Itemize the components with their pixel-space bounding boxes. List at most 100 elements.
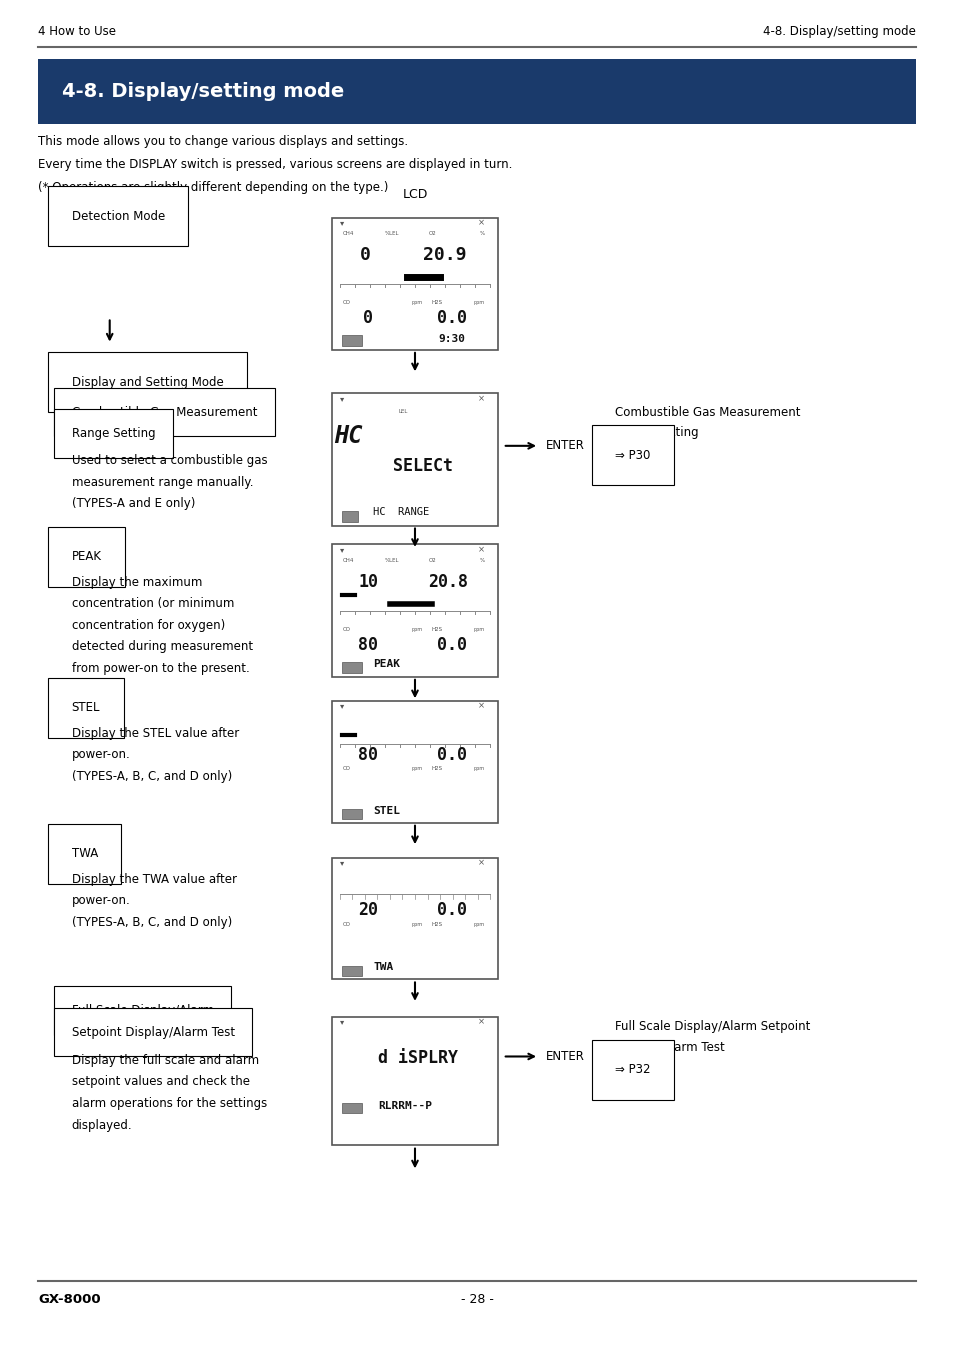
Text: CO: CO <box>343 300 351 305</box>
FancyBboxPatch shape <box>38 59 915 124</box>
Text: 0: 0 <box>363 309 373 327</box>
Text: Display/Alarm Test: Display/Alarm Test <box>615 1040 724 1054</box>
Text: 9:30: 9:30 <box>437 334 465 345</box>
Text: LEL: LEL <box>398 409 407 415</box>
Text: %: % <box>479 231 484 236</box>
Text: CO: CO <box>343 766 351 770</box>
FancyBboxPatch shape <box>332 858 497 979</box>
Text: CH4: CH4 <box>343 231 355 236</box>
Text: ▾: ▾ <box>339 1017 344 1027</box>
Text: 20.9: 20.9 <box>423 246 466 263</box>
Text: H2S: H2S <box>431 923 442 927</box>
Text: ▾: ▾ <box>339 546 344 554</box>
Text: 10: 10 <box>358 573 377 590</box>
Text: (TYPES-A, B, C, and D only): (TYPES-A, B, C, and D only) <box>71 916 232 929</box>
Text: H2S: H2S <box>431 627 442 632</box>
FancyBboxPatch shape <box>332 218 497 350</box>
Text: TWA: TWA <box>373 962 393 973</box>
Text: %LEL: %LEL <box>384 558 399 563</box>
Text: 80: 80 <box>358 746 377 763</box>
Text: ppm: ppm <box>412 627 422 632</box>
Text: CO: CO <box>343 923 351 927</box>
Text: CH4: CH4 <box>343 558 355 563</box>
Text: ▾: ▾ <box>339 394 344 403</box>
Text: ×: × <box>477 1017 484 1027</box>
Text: 80: 80 <box>358 636 377 654</box>
Text: measurement range manually.: measurement range manually. <box>71 476 253 489</box>
Text: (TYPES-A, B, C, and D only): (TYPES-A, B, C, and D only) <box>71 770 232 784</box>
Text: ×: × <box>477 701 484 711</box>
Text: 4-8. Display/setting mode: 4-8. Display/setting mode <box>62 82 344 101</box>
Text: power-on.: power-on. <box>71 894 131 908</box>
Text: ppm: ppm <box>412 923 422 927</box>
Text: ppm: ppm <box>474 766 484 770</box>
Text: SELECt: SELECt <box>393 457 453 476</box>
Text: ppm: ppm <box>474 627 484 632</box>
Text: Display the full scale and alarm: Display the full scale and alarm <box>71 1054 258 1067</box>
Text: 20.8: 20.8 <box>428 573 468 590</box>
Text: TWA: TWA <box>71 847 98 861</box>
Text: %: % <box>479 558 484 563</box>
Text: H2S: H2S <box>431 300 442 305</box>
Text: Range Setting: Range Setting <box>615 426 699 439</box>
Text: H2S: H2S <box>431 766 442 770</box>
FancyBboxPatch shape <box>341 511 358 521</box>
Text: 20: 20 <box>358 901 377 919</box>
Text: ppm: ppm <box>474 923 484 927</box>
Text: HC: HC <box>334 423 362 447</box>
Text: Display the maximum: Display the maximum <box>71 576 202 589</box>
Text: Display the STEL value after: Display the STEL value after <box>71 727 238 740</box>
Text: 0.0: 0.0 <box>436 636 466 654</box>
Text: Detection Mode: Detection Mode <box>71 209 165 223</box>
Text: ×: × <box>477 219 484 227</box>
Text: 0.0: 0.0 <box>436 901 466 919</box>
FancyBboxPatch shape <box>332 1016 497 1144</box>
Text: 4-8. Display/setting mode: 4-8. Display/setting mode <box>762 24 915 38</box>
FancyBboxPatch shape <box>341 809 361 819</box>
Text: 0: 0 <box>359 246 370 263</box>
Text: alarm operations for the settings: alarm operations for the settings <box>71 1097 267 1111</box>
Text: ⇒ P32: ⇒ P32 <box>615 1063 650 1077</box>
Text: ppm: ppm <box>412 300 422 305</box>
Text: power-on.: power-on. <box>71 748 131 762</box>
Text: (* Operations are slightly different depending on the type.): (* Operations are slightly different dep… <box>38 181 388 195</box>
Text: Combustible Gas Measurement: Combustible Gas Measurement <box>615 405 800 419</box>
FancyBboxPatch shape <box>332 701 497 823</box>
Text: ×: × <box>477 546 484 554</box>
Text: 4 How to Use: 4 How to Use <box>38 24 116 38</box>
FancyBboxPatch shape <box>332 544 497 677</box>
Text: This mode allows you to change various displays and settings.: This mode allows you to change various d… <box>38 135 408 149</box>
Text: Combustible Gas Measurement: Combustible Gas Measurement <box>71 405 256 419</box>
Text: concentration for oxygen): concentration for oxygen) <box>71 619 225 632</box>
Text: STEL: STEL <box>373 805 400 816</box>
Text: %LEL: %LEL <box>384 231 399 236</box>
FancyBboxPatch shape <box>341 335 361 346</box>
Text: Range Setting: Range Setting <box>71 427 155 440</box>
FancyBboxPatch shape <box>341 662 361 673</box>
Text: Full Scale Display/Alarm Setpoint: Full Scale Display/Alarm Setpoint <box>615 1020 810 1034</box>
Text: ppm: ppm <box>412 766 422 770</box>
Text: - 28 -: - 28 - <box>460 1293 493 1306</box>
Text: O2: O2 <box>428 231 436 236</box>
FancyBboxPatch shape <box>332 393 497 526</box>
Text: Full Scale Display/Alarm: Full Scale Display/Alarm <box>71 1004 213 1017</box>
Text: detected during measurement: detected during measurement <box>71 640 253 654</box>
Text: ppm: ppm <box>474 300 484 305</box>
Text: PEAK: PEAK <box>373 658 400 669</box>
Text: Used to select a combustible gas: Used to select a combustible gas <box>71 454 267 467</box>
Text: ▾: ▾ <box>339 219 344 227</box>
Text: Display and Setting Mode: Display and Setting Mode <box>71 376 223 389</box>
Text: O2: O2 <box>428 558 436 563</box>
Text: CO: CO <box>343 627 351 632</box>
FancyBboxPatch shape <box>341 966 361 975</box>
Text: 0.0: 0.0 <box>436 746 466 763</box>
Text: ×: × <box>477 394 484 403</box>
Text: ENTER: ENTER <box>545 1050 584 1063</box>
Text: LCD: LCD <box>402 188 427 201</box>
Text: d iSPLRY: d iSPLRY <box>378 1048 457 1067</box>
Text: STEL: STEL <box>71 701 100 715</box>
Text: concentration (or minimum: concentration (or minimum <box>71 597 233 611</box>
FancyBboxPatch shape <box>341 1102 361 1113</box>
Text: ⇒ P30: ⇒ P30 <box>615 449 650 462</box>
Text: Every time the DISPLAY switch is pressed, various screens are displayed in turn.: Every time the DISPLAY switch is pressed… <box>38 158 512 172</box>
